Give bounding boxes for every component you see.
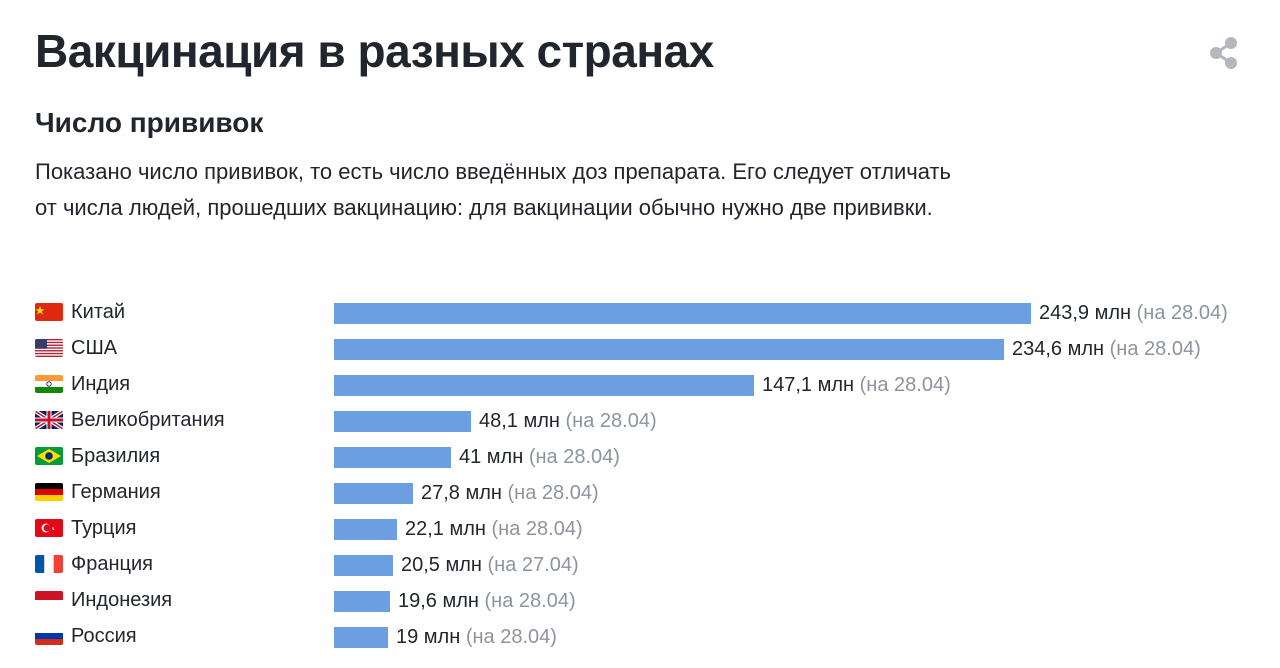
country-label: Россия bbox=[71, 625, 137, 647]
chart-row: Великобритания 48,1 млн (на 28.04) bbox=[0, 402, 1280, 438]
country-label: Германия bbox=[71, 481, 161, 503]
chart-row: Индонезия 19,6 млн (на 28.04) bbox=[0, 582, 1280, 618]
chart-row: Германия 27,8 млн (на 28.04) bbox=[0, 474, 1280, 510]
value-label: 22,1 млн (на 28.04) bbox=[405, 516, 583, 542]
value-label: 48,1 млн (на 28.04) bbox=[479, 408, 657, 434]
share-button[interactable] bbox=[1208, 36, 1240, 70]
bar bbox=[334, 519, 397, 540]
value-number: 20,5 млн bbox=[401, 554, 482, 576]
country-label: Турция bbox=[71, 517, 137, 539]
flag-br-icon bbox=[35, 447, 63, 465]
chart-row: Индия 147,1 млн (на 28.04) bbox=[0, 366, 1280, 402]
value-number: 19 млн bbox=[396, 626, 461, 648]
value-label: 19 млн (на 28.04) bbox=[396, 624, 557, 650]
value-date: (на 28.04) bbox=[859, 374, 951, 396]
chart-row: Турция 22,1 млн (на 28.04) bbox=[0, 510, 1280, 546]
section-description: Показано число прививок, то есть число в… bbox=[35, 159, 951, 220]
flag-fr-icon bbox=[35, 555, 63, 573]
value-date: (на 28.04) bbox=[528, 446, 620, 468]
country-label: Китай bbox=[71, 301, 126, 323]
value-label: 234,6 млн (на 28.04) bbox=[1012, 336, 1201, 362]
bar bbox=[334, 555, 393, 576]
value-date: (на 28.04) bbox=[565, 410, 657, 432]
value-number: 243,9 млн bbox=[1039, 302, 1132, 324]
page-title: Вакцинация в разных странах bbox=[35, 25, 714, 77]
value-date: (на 28.04) bbox=[1136, 302, 1228, 324]
chart-row: Бразилия 41 млн (на 28.04) bbox=[0, 438, 1280, 474]
flag-id-icon bbox=[35, 591, 63, 609]
country-label: Бразилия bbox=[71, 445, 161, 467]
bar bbox=[334, 591, 390, 612]
bar bbox=[334, 483, 413, 504]
flag-de-icon bbox=[35, 483, 63, 501]
country-label: Франция bbox=[71, 553, 153, 575]
flag-cn-icon bbox=[35, 303, 63, 321]
bar bbox=[334, 339, 1004, 360]
chart-row: Китай 243,9 млн (на 28.04) bbox=[0, 294, 1280, 330]
country-label: Индонезия bbox=[71, 589, 173, 611]
flag-in-icon bbox=[35, 375, 63, 393]
value-label: 41 млн (на 28.04) bbox=[459, 444, 620, 470]
value-number: 27,8 млн bbox=[421, 482, 502, 504]
value-label: 147,1 млн (на 28.04) bbox=[762, 372, 951, 398]
value-label: 27,8 млн (на 28.04) bbox=[421, 480, 599, 506]
value-number: 48,1 млн bbox=[479, 410, 560, 432]
value-date: (на 27.04) bbox=[487, 554, 579, 576]
share-icon bbox=[1210, 37, 1237, 69]
chart-row: Франция 20,5 млн (на 27.04) bbox=[0, 546, 1280, 582]
value-number: 41 млн bbox=[459, 446, 524, 468]
value-label: 243,9 млн (на 28.04) bbox=[1039, 300, 1228, 326]
chart-row: Россия 19 млн (на 28.04) bbox=[0, 618, 1280, 654]
value-number: 19,6 млн bbox=[398, 590, 479, 612]
value-date: (на 28.04) bbox=[484, 590, 576, 612]
flag-tr-icon bbox=[35, 519, 63, 537]
flag-us-icon bbox=[35, 339, 63, 357]
value-label: 19,6 млн (на 28.04) bbox=[398, 588, 576, 614]
value-number: 234,6 млн bbox=[1012, 338, 1105, 360]
country-label: Индия bbox=[71, 373, 131, 395]
flag-ru-icon bbox=[35, 627, 63, 645]
value-number: 147,1 млн bbox=[762, 374, 855, 396]
flag-gb-icon bbox=[35, 411, 63, 429]
value-date: (на 28.04) bbox=[491, 518, 583, 540]
section-subtitle: Число прививок bbox=[35, 107, 264, 138]
bar bbox=[334, 447, 451, 468]
value-date: (на 28.04) bbox=[507, 482, 599, 504]
value-label: 20,5 млн (на 27.04) bbox=[401, 552, 579, 578]
country-label: США bbox=[71, 337, 118, 359]
bar bbox=[334, 411, 471, 432]
bar bbox=[334, 303, 1031, 324]
value-date: (на 28.04) bbox=[1109, 338, 1201, 360]
country-label: Великобритания bbox=[71, 409, 225, 431]
value-number: 22,1 млн bbox=[405, 518, 486, 540]
value-date: (на 28.04) bbox=[465, 626, 557, 648]
bar bbox=[334, 375, 754, 396]
chart-row: США 234,6 млн (на 28.04) bbox=[0, 330, 1280, 366]
bar bbox=[334, 627, 388, 648]
